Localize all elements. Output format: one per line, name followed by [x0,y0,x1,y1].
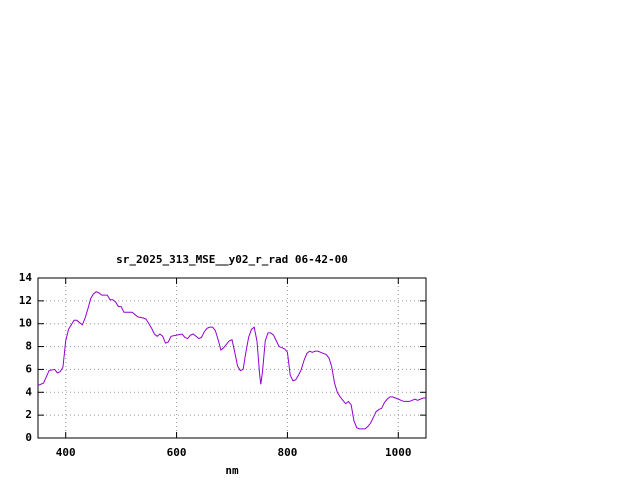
y-tick-label: 4 [25,385,32,398]
chart-title: sr_2025_313_MSE__y02_r_rad 06-42-00 [116,253,348,266]
plot-frame [37,277,427,439]
y-tick-label: 14 [19,271,33,284]
y-tick-label: 0 [25,431,32,444]
x-tick-label: 1000 [385,446,412,459]
y-tick-label: 10 [19,317,32,330]
x-tick-label: 400 [56,446,76,459]
x-tick-label: 800 [277,446,297,459]
data-line [37,291,426,430]
y-tick-label: 8 [25,340,32,353]
y-tick-label: 6 [25,362,32,375]
y-tick-label: 2 [25,408,32,421]
y-tick-label: 12 [19,294,32,307]
x-tick-label: 600 [167,446,187,459]
x-axis-label: nm [225,464,239,477]
